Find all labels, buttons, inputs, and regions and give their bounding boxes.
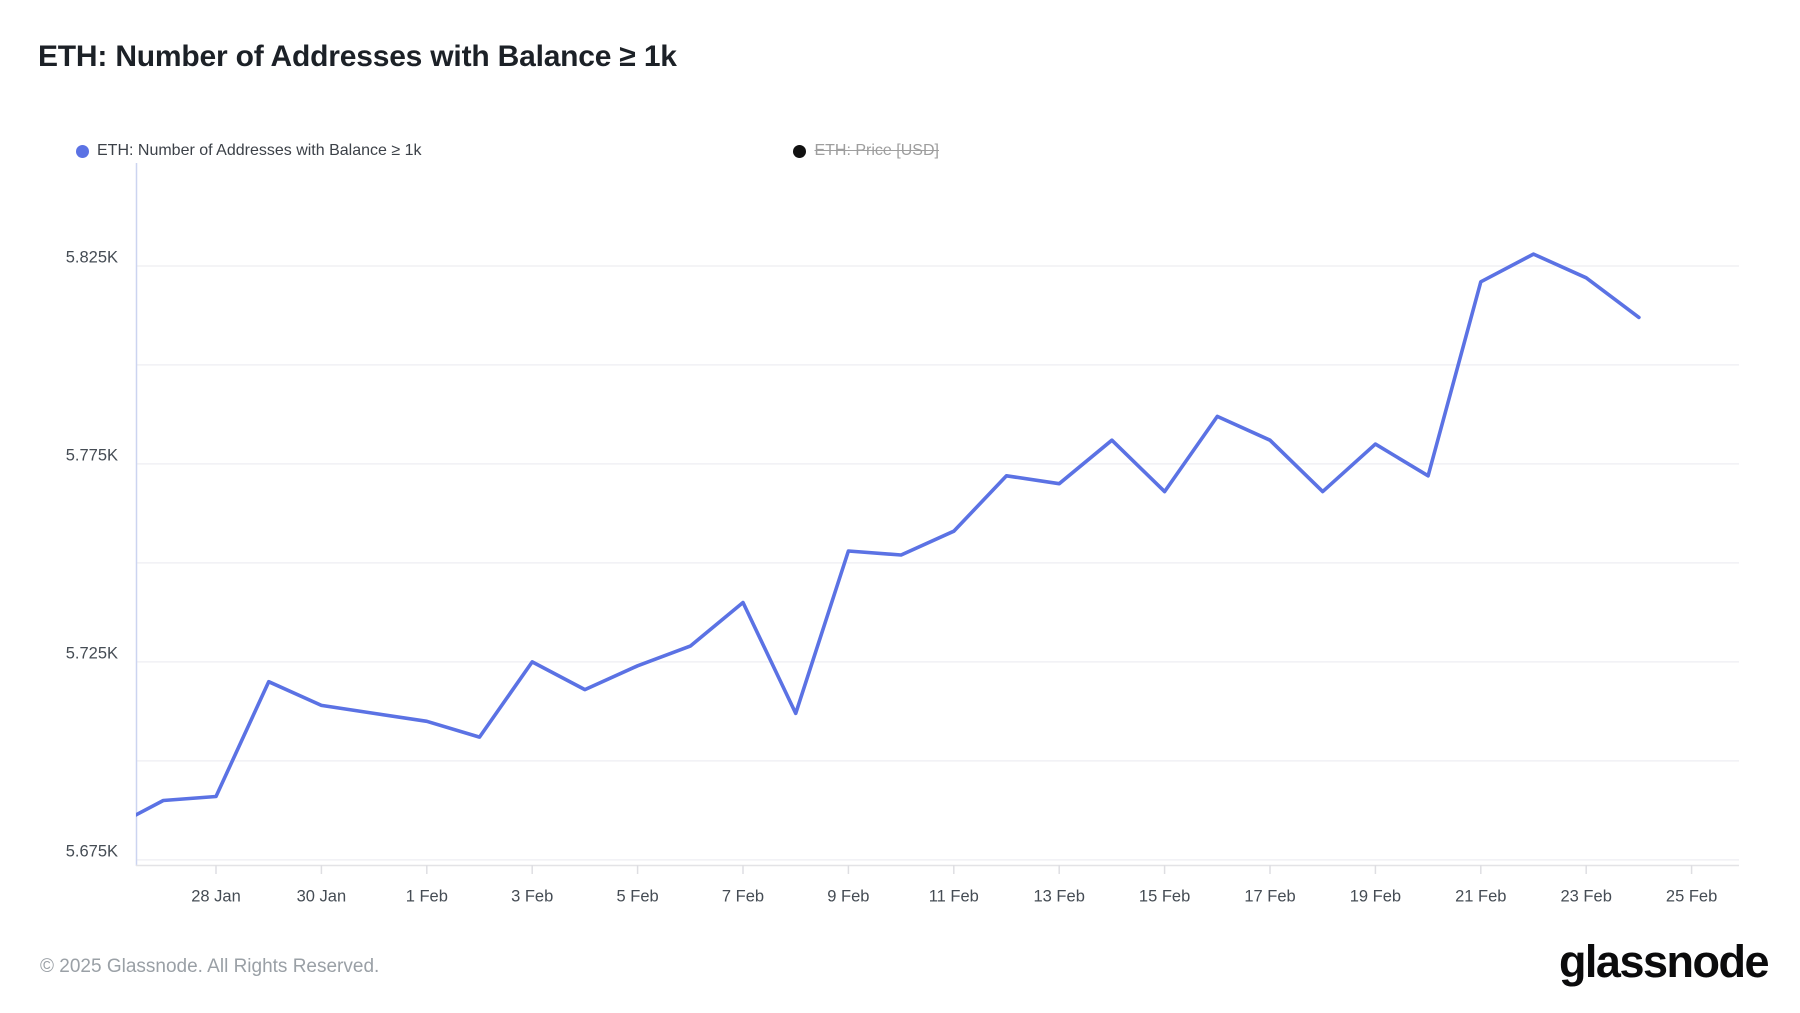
x-axis-tick-label: 28 Jan <box>191 887 241 906</box>
legend-item-addresses[interactable]: ETH: Number of Addresses with Balance ≥ … <box>76 142 421 160</box>
x-axis-tick-label: 21 Feb <box>1455 887 1507 906</box>
page-title: ETH: Number of Addresses with Balance ≥ … <box>38 40 677 73</box>
x-axis-tick-label: 11 Feb <box>928 887 979 906</box>
glassnode-logo: glassnode <box>1558 936 1770 987</box>
legend-label-price: ETH: Price [USD] <box>814 142 939 159</box>
copyright-text: © 2025 Glassnode. All Rights Reserved. <box>40 956 380 977</box>
horizontal-gridlines <box>136 265 1739 861</box>
x-axis-tick-label: 23 Feb <box>1560 887 1612 906</box>
x-axis-tick-label: 5 Feb <box>616 887 659 906</box>
x-axis-tick-label: 7 Feb <box>721 887 765 906</box>
x-axis-tick-label: 3 Feb <box>511 887 554 906</box>
x-axis-ticks <box>215 865 1693 874</box>
x-axis-tick-label: 15 Feb <box>1138 887 1191 906</box>
x-axis-tick-label: 13 Feb <box>1033 887 1085 906</box>
x-axis-tick-label: 9 Feb <box>827 887 870 906</box>
x-axis-tick-label: 25 Feb <box>1665 887 1718 906</box>
y-axis-tick-label: 5.775K <box>65 446 118 465</box>
legend-label-addresses: ETH: Number of Addresses with Balance ≥ … <box>97 142 422 159</box>
legend-series-dot-icon <box>793 144 807 158</box>
y-axis-tick-label: 5.825K <box>65 248 118 267</box>
x-axis-tick-label: 17 Feb <box>1244 887 1296 906</box>
addresses-line-series <box>136 252 1641 817</box>
legend-series-dot-icon <box>76 144 89 158</box>
chart-legend: ETH: Number of Addresses with Balance ≥ … <box>76 142 939 160</box>
x-axis-tick-label: 1 Feb <box>405 887 448 906</box>
x-axis-tick-label: 30 Jan <box>296 887 347 906</box>
y-axis-tick-label: 5.675K <box>65 842 118 861</box>
legend-item-price[interactable]: ETH: Price [USD] <box>793 142 939 160</box>
x-axis-tick-label: 19 Feb <box>1349 887 1402 906</box>
y-axis-tick-label: 5.725K <box>65 644 118 663</box>
